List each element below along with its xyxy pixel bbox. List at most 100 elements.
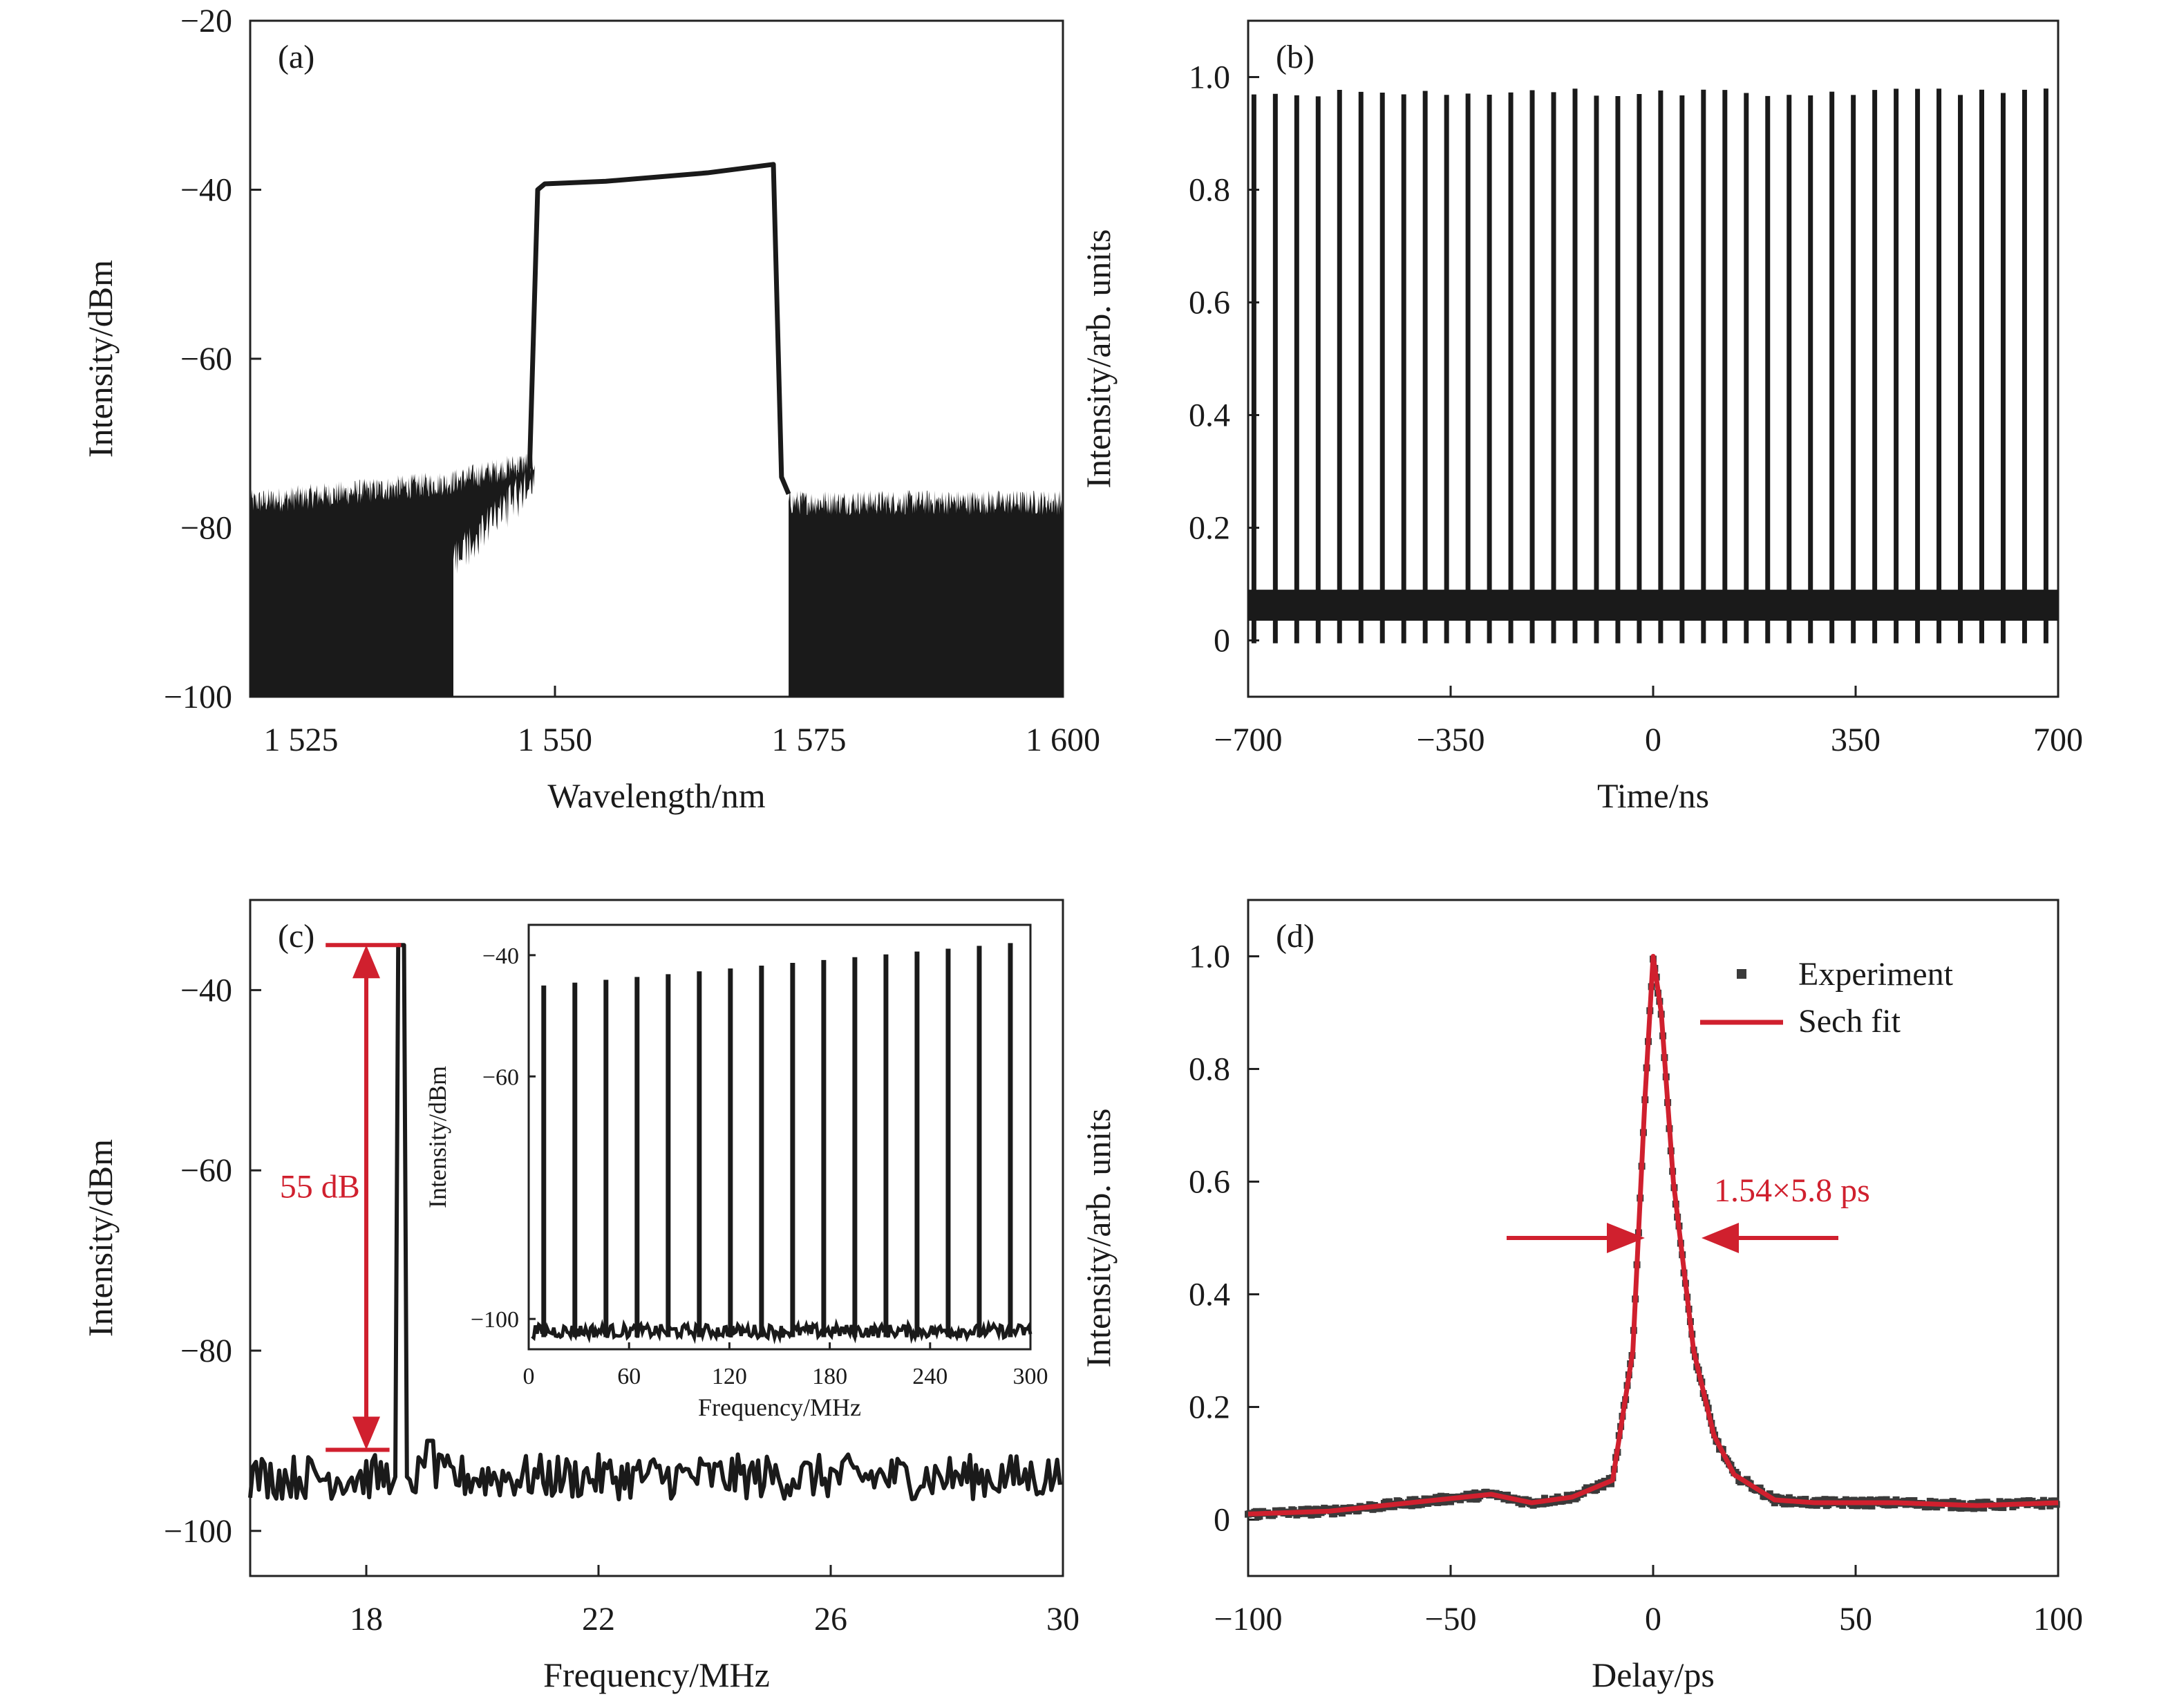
experiment-point (1878, 1496, 1885, 1503)
inset-y-tick-label: −60 (482, 1064, 519, 1090)
x-tick-label: 22 (582, 1601, 615, 1637)
x-tick-label: −100 (1214, 1601, 1282, 1637)
plot-frame (1247, 899, 2060, 1577)
inset-x-tick-label: 60 (617, 1364, 641, 1389)
y-tick-label: 0.4 (1189, 1277, 1230, 1313)
plot-frame (249, 899, 1064, 1577)
x-axis-label: Wavelength/nm (547, 776, 765, 815)
noise-floor-right (789, 489, 1063, 697)
y-tick-label: 0.4 (1189, 397, 1230, 434)
x-tick-label: 50 (1839, 1601, 1872, 1637)
x-tick-label: 1 600 (1026, 722, 1100, 758)
x-tick-label: −50 (1424, 1601, 1476, 1637)
x-tick-label: 30 (1046, 1601, 1080, 1637)
panel-label: (a) (278, 39, 314, 75)
experiment-point (1868, 1502, 1876, 1510)
y-axis-label: Intensity/dBm (81, 260, 120, 458)
experiment-point (2038, 1503, 2046, 1510)
panel-label: (d) (1276, 918, 1314, 955)
experiment-point (1949, 1498, 1957, 1505)
y-tick-label: 0.6 (1189, 1164, 1230, 1201)
y-tick-label: −100 (164, 679, 232, 715)
y-tick-label: −100 (164, 1513, 232, 1550)
experiment-point (1999, 1504, 2007, 1512)
experiment-point (1743, 1476, 1751, 1483)
y-axis-label: Intensity/dBm (81, 1139, 120, 1337)
fwhm-arrow-right-head (1702, 1223, 1739, 1253)
experiment-point (1782, 1500, 1790, 1508)
noise-floor-left (250, 471, 453, 697)
experiment-point (1839, 1501, 1847, 1509)
x-tick-label: 18 (350, 1601, 383, 1637)
chart-panel-b: −700 −350 0 350 700 0 0.2 0.4 0.6 0.8 1.0 Time/ns In… (1079, 19, 2083, 815)
inset-frame (527, 923, 1032, 1351)
panel-label: (b) (1276, 39, 1314, 75)
fwhm-label: 1.54×5.8 ps (1714, 1172, 1870, 1209)
experiment-point (1447, 1498, 1454, 1505)
x-tick-label: 100 (2033, 1601, 2083, 1637)
x-axis-label: Time/ns (1597, 776, 1709, 815)
chart-panel-a: 1 525 1 550 1 575 1 600 −100 −80 −60 −40 −20 Wave… (81, 3, 1100, 815)
noise-floor-edge (453, 449, 535, 697)
x-tick-label: 350 (1831, 722, 1881, 758)
y-tick-label: 0.2 (1189, 1389, 1230, 1426)
y-tick-label: 0.2 (1189, 510, 1230, 547)
y-tick-label: −40 (180, 972, 232, 1008)
experiment-point (1540, 1494, 1548, 1502)
x-axis-label: Frequency/MHz (543, 1655, 770, 1694)
chart-panel-c: 18 22 26 30 −100 −80 −60 −40 Frequency/MHz Intens… (81, 899, 1080, 1694)
fwhm-arrow-left-head (1607, 1223, 1645, 1253)
inset-y-tick-label: −40 (482, 944, 519, 969)
experiment-point (1518, 1500, 1526, 1508)
experiment-point (1813, 1501, 1820, 1509)
experiment-point (1862, 1502, 1869, 1510)
x-tick-label: 700 (2033, 722, 2083, 758)
experiment-point (1802, 1496, 1809, 1503)
y-tick-label: −80 (180, 510, 232, 547)
y-tick-label: 0.6 (1189, 285, 1230, 321)
experiment-point (1467, 1495, 1474, 1503)
spectrum-trace (527, 162, 791, 495)
experiment-point (1910, 1496, 1918, 1504)
experiment-point (1980, 1504, 1988, 1512)
experiment-point (1996, 1498, 2004, 1505)
y-tick-label: 1.0 (1189, 939, 1230, 975)
legend-fit-label: Sech fit (1798, 1003, 1901, 1040)
x-tick-label: 1 550 (518, 722, 592, 758)
inset-x-tick-label: 0 (523, 1364, 535, 1389)
y-tick-label: 0 (1214, 1502, 1230, 1539)
experiment-point (1434, 1499, 1442, 1506)
x-tick-label: 1 575 (772, 722, 847, 758)
x-tick-label: −700 (1214, 722, 1282, 758)
inset-y-axis-label: Intensity/dBm (424, 1066, 451, 1208)
inset-x-tick-label: 240 (912, 1364, 948, 1389)
y-tick-label: 0 (1214, 623, 1230, 659)
inset-x-tick-label: 120 (712, 1364, 747, 1389)
experiment-point (1442, 1493, 1449, 1501)
experiment-point (1766, 1490, 1773, 1498)
experiment-point (1408, 1502, 1415, 1510)
x-tick-label: 26 (814, 1601, 847, 1637)
experiment-point (1608, 1480, 1615, 1488)
experiment-point (1256, 1512, 1263, 1520)
experiment-series (1245, 955, 2060, 1521)
experiment-point (1437, 1492, 1444, 1500)
y-tick-label: −60 (180, 1152, 232, 1189)
y-tick-label: 0.8 (1189, 172, 1230, 209)
y-tick-label: −40 (180, 172, 232, 209)
experiment-point (1849, 1502, 1856, 1510)
inset-x-axis-label: Frequency/MHz (698, 1393, 861, 1421)
annotation-label: 55 dB (280, 1168, 360, 1205)
inset-x-tick-label: 180 (812, 1364, 847, 1389)
y-axis-label: Intensity/arb. units (1079, 229, 1118, 489)
x-tick-label: 1 525 (264, 722, 339, 758)
rf-spectrum-trace (248, 943, 1062, 1502)
legend-experiment-marker (1737, 969, 1746, 979)
experiment-point (1771, 1499, 1778, 1507)
annotation-arrow-head-up (352, 945, 380, 979)
y-tick-label: 0.8 (1189, 1051, 1230, 1088)
x-tick-label: −350 (1416, 722, 1485, 758)
x-tick-label: 0 (1645, 1601, 1661, 1637)
sech-fit-line (1247, 954, 2059, 1517)
experiment-point (1821, 1496, 1829, 1503)
